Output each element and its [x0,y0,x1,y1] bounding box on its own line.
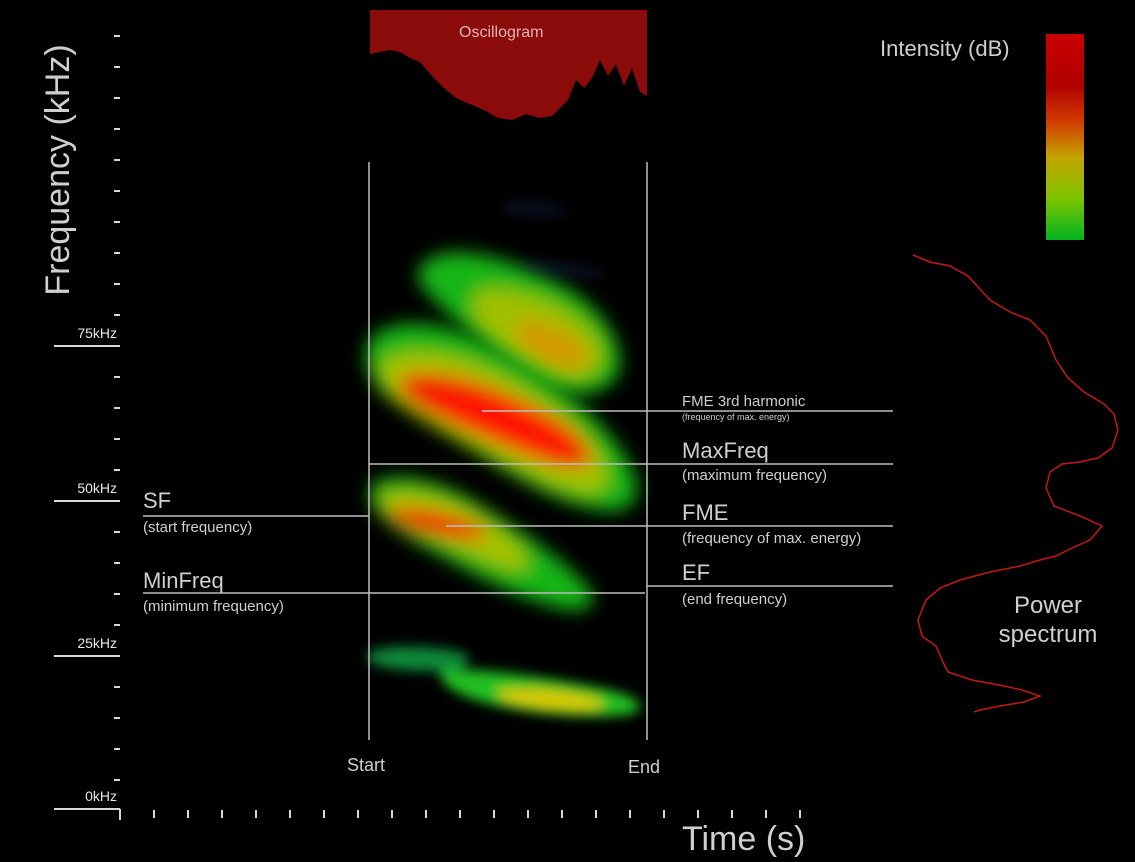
power-spectrum-title-line2: spectrum [998,620,1098,648]
minfreq-label: MinFreq [143,568,224,593]
y-tick-label: 75kHz [77,325,117,341]
y-tick-label: 25kHz [77,635,117,651]
y-axis-ticks [54,35,120,810]
x-axis-title: Time (s) [682,820,806,858]
intensity-legend-title: Intensity (dB) [880,36,1010,61]
sf-desc: (start frequency) [143,519,253,536]
power-spectrum-curve [912,254,1119,713]
ef-desc: (end frequency) [682,591,788,608]
minfreq-desc: (minimum frequency) [143,598,284,615]
sf-label: SF [143,488,172,513]
power-spectrum-title: Power spectrum [990,592,1106,650]
ef-label: EF [682,560,711,585]
y-tick-label: 50kHz [77,480,117,496]
y-tick-label: 0kHz [85,788,117,804]
spectrogram [366,200,640,717]
oscillogram-title: Oscillogram [459,24,544,41]
fme3-desc: (frequency of max. energy) [682,412,790,422]
maxfreq-label: MaxFreq [682,438,769,463]
oscillogram-shape [370,10,647,120]
fme-desc: (frequency of max. energy) [682,530,862,547]
start-label: Start [347,755,386,775]
fme3-label: FME 3rd harmonic [682,393,806,410]
intensity-colorbar [1046,34,1084,240]
fme-label: FME [682,500,729,525]
x-axis-ticks [119,809,801,820]
maxfreq-desc: (maximum frequency) [682,467,828,484]
power-spectrum-title-line1: Power [1013,592,1083,619]
end-label: End [628,757,661,777]
y-axis-title: Frequency (kHz) [39,44,77,296]
